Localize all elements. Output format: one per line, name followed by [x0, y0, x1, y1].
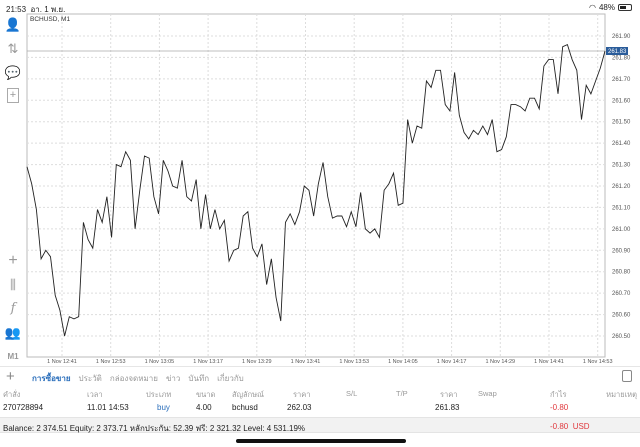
y-tick-label: 260.90 [612, 248, 631, 254]
y-tick-label: 261.50 [612, 120, 631, 126]
col-sl: S/L [346, 389, 358, 398]
y-tick-label: 261.70 [612, 77, 631, 83]
order-time: 11.01 14:53 [87, 403, 129, 412]
order-open-price: 262.03 [287, 403, 312, 412]
trade-icon[interactable]: ⇅ [7, 41, 19, 56]
candles-icon[interactable]: ⫼ [10, 277, 16, 292]
layout-icon[interactable] [622, 370, 632, 382]
y-tick-label: 260.70 [612, 291, 631, 297]
timeframe-button[interactable]: M1 [7, 352, 19, 361]
tab-mailbox[interactable]: กล่องจดหมาย [109, 374, 158, 383]
col-comment: หมายเหตุ [606, 390, 637, 399]
objects-icon[interactable]: 👥 [4, 325, 22, 340]
order-volume: 4.00 [196, 403, 212, 412]
bottom-toolbar: + การซื้อขาย ประวัติ กล่องจดหมาย ข่าว บั… [0, 366, 640, 386]
y-tick-label: 261.60 [612, 98, 631, 104]
col-symbol: สัญลักษณ์ [232, 390, 265, 399]
y-tick-label: 261.20 [612, 184, 631, 190]
col-volume: ขนาด [196, 390, 216, 399]
y-tick-label: 260.50 [612, 334, 631, 340]
battery-icon [618, 4, 632, 11]
balance-summary: Balance: 2 374.51 Equity: 2 373.71 หลักป… [3, 424, 306, 433]
x-tick-label: 1 Nov 14:29 [485, 359, 515, 365]
tab-journal[interactable]: บันทึก [188, 374, 210, 383]
status-bar: 21:53 อา. 1 พ.ย. ◠ 48% [0, 0, 640, 14]
chart-title: BCHUSD, M1 [30, 16, 70, 23]
x-tick-label: 1 Nov 13:41 [291, 359, 321, 365]
accounts-icon[interactable]: 👤 [4, 17, 22, 32]
y-tick-label: 261.10 [612, 205, 631, 211]
y-tick-label: 261.90 [612, 34, 631, 40]
order-price: 261.83 [435, 403, 460, 412]
x-tick-label: 1 Nov 13:29 [242, 359, 272, 365]
x-tick-label: 1 Nov 12:53 [96, 359, 126, 365]
wifi-icon: ◠ [589, 3, 596, 12]
tab-about[interactable]: เกี่ยวกับ [217, 374, 244, 383]
order-symbol: bchusd [232, 403, 258, 412]
left-toolbar: 👤 ⇅ 💬 + + ⫼ f 👥 M1 [0, 14, 26, 364]
x-tick-label: 1 Nov 13:53 [339, 359, 369, 365]
col-order: คำสั่ง [3, 390, 21, 399]
y-tick-label: 260.80 [612, 270, 631, 276]
y-tick-label: 261.00 [612, 227, 631, 233]
order-type: buy [157, 403, 170, 412]
col-swap: Swap [478, 389, 497, 398]
x-tick-label: 1 Nov 14:53 [583, 359, 613, 365]
current-price-label: 261.83 [608, 49, 627, 55]
indicators-icon[interactable]: f [10, 301, 16, 316]
col-open-price: ราคา [293, 390, 311, 399]
x-tick-label: 1 Nov 14:05 [388, 359, 418, 365]
y-tick-label: 261.80 [612, 55, 631, 61]
x-tick-label: 1 Nov 13:05 [145, 359, 175, 365]
y-tick-label: 260.60 [612, 313, 631, 319]
tab-history[interactable]: ประวัติ [78, 374, 102, 383]
new-order-icon[interactable]: + [7, 88, 19, 103]
home-indicator [236, 439, 406, 443]
x-tick-label: 1 Nov 12:41 [47, 359, 77, 365]
price-series-line [26, 43, 606, 337]
col-profit: กำไร [550, 390, 567, 399]
tab-news[interactable]: ข่าว [165, 374, 181, 383]
add-icon[interactable]: + [6, 368, 15, 385]
chat-icon[interactable]: 💬 [4, 65, 22, 80]
col-price: ราคา [440, 390, 458, 399]
battery-percent: 48% [598, 3, 615, 12]
y-tick-label: 261.40 [612, 141, 631, 147]
total-profit: -0.80 USD [550, 422, 590, 431]
clock: 21:53 อา. 1 พ.ย. [6, 5, 66, 14]
x-tick-label: 1 Nov 13:17 [193, 359, 223, 365]
tab-trade[interactable]: การซื้อขาย [32, 374, 71, 383]
y-tick-label: 261.30 [612, 163, 631, 169]
order-id: 270728894 [3, 403, 44, 412]
x-tick-label: 1 Nov 14:17 [437, 359, 467, 365]
crosshair-icon[interactable]: + [8, 252, 18, 269]
col-type: ประเภท [146, 390, 172, 399]
x-tick-label: 1 Nov 14:41 [534, 359, 564, 365]
col-tp: T/P [396, 389, 408, 398]
price-chart[interactable]: BCHUSD, M1 261.90 261.80 261.70 261.60 261.5… [0, 0, 640, 366]
current-price-tag [606, 47, 628, 55]
col-time: เวลา [87, 390, 103, 399]
balance-bar: Balance: 2 374.51 Equity: 2 373.71 หลักป… [0, 417, 640, 433]
order-profit: -0.80 [550, 403, 569, 412]
